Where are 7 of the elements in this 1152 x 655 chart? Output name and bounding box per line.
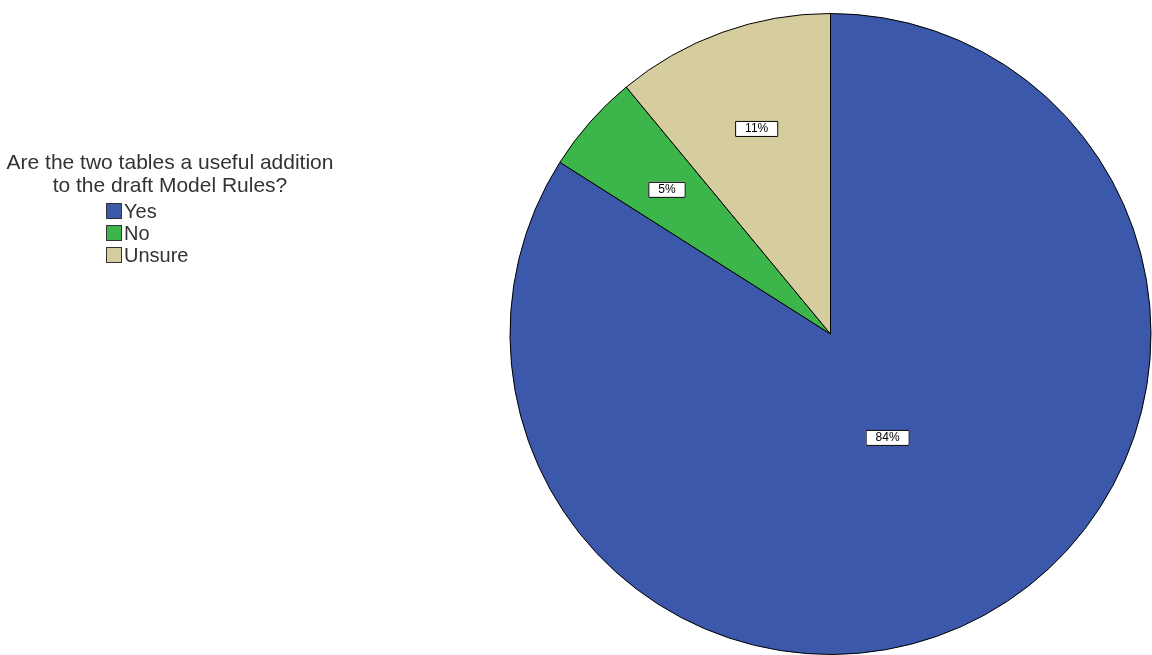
data-label: 11%: [745, 121, 769, 136]
legend-label: No: [124, 221, 150, 245]
legend-label: Unsure: [124, 243, 189, 267]
legend-label: Yes: [124, 199, 157, 223]
data-label: 84%: [875, 430, 900, 445]
legend-title: Are the two tables a useful addition to the draft Model Rules?: [5, 150, 335, 196]
data-label: 5%: [658, 182, 677, 197]
